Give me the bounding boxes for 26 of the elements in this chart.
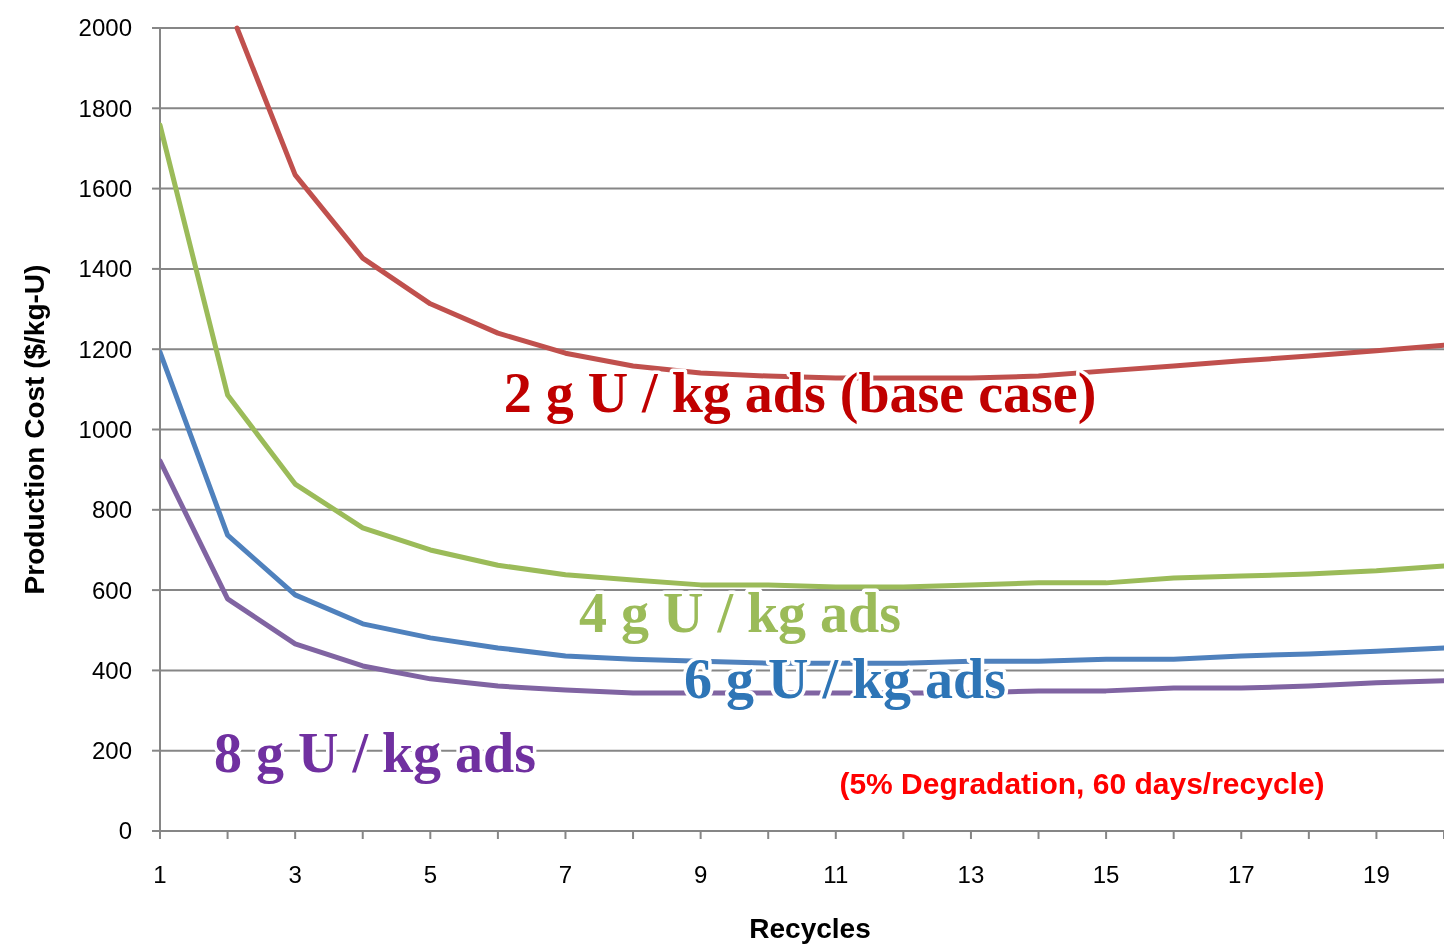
series-label: 2 g U / kg ads (base case) [503,361,1097,425]
y-tick-label: 1800 [78,94,132,122]
x-tick-label: 11 [823,861,849,888]
x-tick-label: 13 [957,861,985,888]
x-tick-label: 1 [153,861,167,888]
y-tick-label: 800 [91,496,132,524]
y-tick-label: 1200 [78,335,132,363]
x-tick-label: 9 [693,861,708,888]
x-tick-label: 19 [1363,861,1390,888]
y-tick-label: 1400 [78,255,132,283]
annotation: (5% Degradation, 60 days/recycle) [839,766,1325,800]
y-tick-label: 0 [118,817,132,845]
x-tick-label: 15 [1092,861,1120,888]
series-label: 4 g U / kg ads [578,581,902,644]
y-axis-title: Production Cost ($/kg-U) [19,264,50,595]
y-tick-label: 200 [91,737,132,765]
y-tick-label: 1000 [78,415,132,443]
x-tick-label: 7 [558,861,573,888]
y-tick-label: 600 [91,576,132,604]
y-tick-label: 2000 [78,14,132,42]
x-tick-label: 3 [288,861,302,888]
x-tick-label: 5 [423,861,437,888]
y-tick-label: 1600 [78,175,132,202]
x-tick-label: 17 [1227,861,1255,888]
y-tick-label: 400 [91,656,132,684]
x-axis-title: Recycles [749,913,871,944]
